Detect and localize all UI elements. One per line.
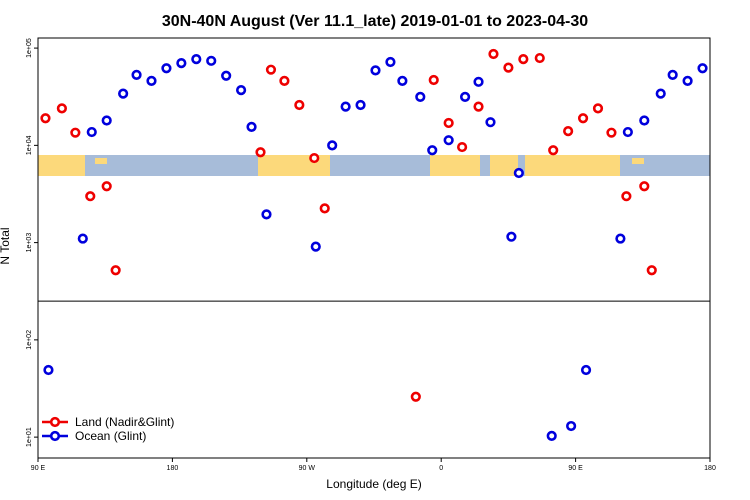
x-tick-label: 180 <box>704 465 716 472</box>
point <box>473 76 484 87</box>
point <box>86 126 97 138</box>
point <box>606 127 617 138</box>
point <box>577 113 589 124</box>
point <box>566 420 577 432</box>
point <box>294 99 305 111</box>
legend-marker <box>49 430 61 442</box>
x-tick-label: 90 E <box>31 465 46 472</box>
point <box>592 103 604 114</box>
point <box>176 58 187 69</box>
x-tick-label: 90 E <box>568 465 583 472</box>
x-axis-label: Longitude (deg E) <box>326 477 421 491</box>
point <box>534 52 545 64</box>
point <box>370 65 381 76</box>
point <box>397 75 408 86</box>
y-tick-label: 1e+05 <box>26 38 33 58</box>
x-tick-label: 90 W <box>299 465 316 472</box>
x-tick-label: 180 <box>167 465 179 472</box>
point <box>488 48 499 60</box>
point <box>428 74 439 86</box>
point <box>85 191 96 202</box>
map-strip <box>38 155 710 176</box>
point <box>415 91 426 102</box>
point <box>546 430 557 441</box>
point <box>235 84 247 96</box>
point <box>410 391 421 402</box>
x-tick-label: 0 <box>439 465 443 472</box>
legend-marker <box>49 416 61 428</box>
point <box>319 203 330 214</box>
point <box>615 233 626 244</box>
point <box>697 63 708 74</box>
point <box>146 75 157 86</box>
point <box>548 145 559 156</box>
y-axis-label: N Total <box>0 227 12 264</box>
point <box>131 69 142 81</box>
point <box>443 135 454 146</box>
plot-frame <box>37 37 711 459</box>
chart-title: 30N-40N August (Ver 11.1_late) 2019-01-0… <box>162 13 588 30</box>
point <box>639 115 650 126</box>
point <box>327 140 338 151</box>
point <box>265 64 277 75</box>
point <box>580 364 592 376</box>
point <box>473 101 484 112</box>
point <box>639 181 650 192</box>
point <box>385 56 396 68</box>
point <box>518 54 529 65</box>
point <box>110 265 121 276</box>
point <box>279 75 290 86</box>
point <box>310 241 321 252</box>
y-tick-label: 1e+04 <box>26 135 33 155</box>
point <box>340 101 351 112</box>
point <box>161 63 172 74</box>
point <box>40 113 51 124</box>
point <box>563 126 574 137</box>
point <box>221 70 232 81</box>
point <box>457 141 468 153</box>
point <box>261 209 272 220</box>
point <box>70 127 81 138</box>
point <box>255 147 266 158</box>
point <box>43 364 54 376</box>
point <box>485 117 496 128</box>
point <box>622 126 633 138</box>
y-tick-label: 1e+02 <box>26 330 33 350</box>
point <box>503 62 514 73</box>
point <box>427 145 438 156</box>
legend-label: Ocean (Glint) <box>75 429 146 443</box>
point <box>646 265 657 276</box>
point <box>77 233 88 244</box>
point <box>309 152 320 164</box>
point <box>101 115 112 126</box>
point <box>246 121 257 132</box>
point <box>191 54 202 65</box>
point <box>206 55 217 66</box>
y-tick-label: 1e+03 <box>26 233 33 253</box>
point <box>667 69 678 81</box>
legend-label: Land (Nadir&Glint) <box>75 415 174 429</box>
point <box>56 103 67 114</box>
point <box>101 181 112 192</box>
point <box>443 117 454 129</box>
point <box>506 231 517 242</box>
point <box>621 191 632 202</box>
point <box>682 75 693 86</box>
y-tick-label: 1e+01 <box>26 427 33 447</box>
point <box>459 91 471 102</box>
point <box>355 99 366 111</box>
point <box>118 88 129 99</box>
point <box>513 167 524 179</box>
point <box>655 88 666 99</box>
